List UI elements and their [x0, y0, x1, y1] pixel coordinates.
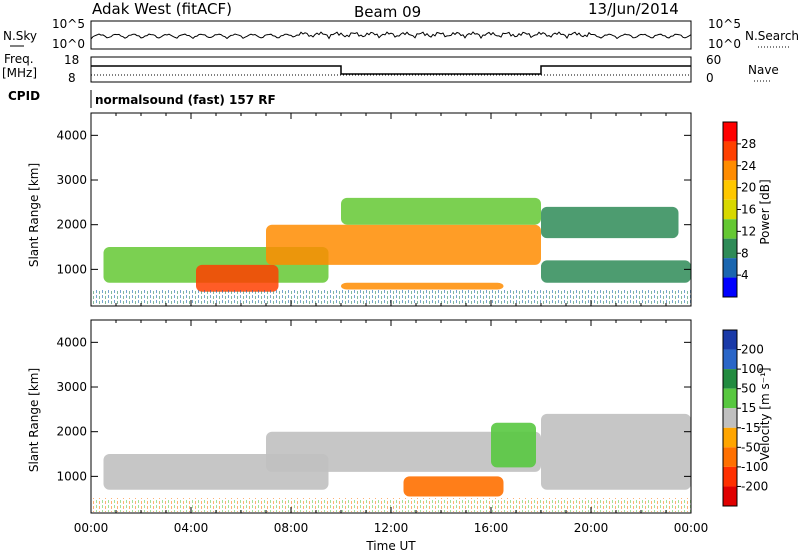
power-region — [541, 206, 679, 239]
nsky-trace — [90, 31, 692, 40]
colorbar-tick-label: 24 — [741, 159, 756, 173]
velocity-ylabel: Slant Range [km] — [27, 368, 41, 472]
x-tick-label: 20:00 — [574, 521, 609, 535]
colorbar-tick-label: 15 — [741, 401, 756, 415]
nsearch-label: N.Search — [745, 29, 799, 43]
nave-label: Nave — [748, 63, 779, 77]
nsky-tick-max: 10^5 — [52, 17, 85, 31]
power-ylabel: Slant Range [km] — [27, 163, 41, 267]
colorbar-segment — [723, 447, 737, 467]
y-tick-label: 3000 — [56, 380, 87, 394]
date-title: 13/Jun/2014 — [588, 0, 679, 18]
colorbar-tick-label: 16 — [741, 203, 756, 217]
nave-tick-min: 0 — [706, 71, 714, 85]
cpid-label: CPID — [8, 89, 40, 103]
power-region — [541, 260, 691, 283]
x-tick-label: 04:00 — [174, 521, 209, 535]
x-tick-label: 12:00 — [374, 521, 409, 535]
freq-unit: [MHz] — [2, 66, 37, 80]
colorbar-tick-label: -200 — [741, 479, 768, 493]
y-tick-label: 2000 — [56, 425, 87, 439]
velocity-noise — [91, 498, 691, 512]
nsearch-tick-max: 10^5 — [708, 17, 741, 31]
colorbar-segment — [723, 180, 737, 200]
colorbar-tick-label: 20 — [741, 181, 756, 195]
colorbar-tick-label: 200 — [741, 343, 764, 357]
x-tick-label: 00:00 — [674, 521, 709, 535]
velocity-cbar-label: Velocity [m s⁻¹] — [758, 367, 772, 460]
nsky-line — [90, 31, 692, 40]
colorbar-segment — [723, 486, 737, 506]
colorbar-segment — [723, 141, 737, 161]
velocity-panel — [90, 319, 692, 514]
velocity-region — [403, 476, 504, 497]
freq-panel — [90, 56, 692, 83]
nsearch-tick-min: 10^0 — [708, 37, 741, 51]
colorbar-tick-label: 4 — [741, 268, 749, 282]
freq-tick-max: 18 — [64, 53, 79, 67]
colorbar-segment — [723, 199, 737, 220]
colorbar-segment — [723, 219, 737, 239]
colorbar-segment — [723, 427, 737, 448]
power-region — [341, 282, 504, 290]
colorbar-tick-label: 8 — [741, 246, 749, 260]
cpid-text: normalsound (fast) 157 RF — [95, 93, 276, 107]
colorbar-segment — [723, 349, 737, 370]
y-tick-label: 1000 — [56, 262, 87, 276]
power-noise — [91, 290, 691, 304]
colorbar-segment — [723, 238, 737, 259]
axes: 1000 2000 3000 4000 1000 2000 3000 4000 00:00 04:… — [56, 113, 708, 535]
nsky-label: N.Sky — [3, 29, 37, 43]
colorbar-segment — [723, 330, 737, 350]
power-region — [196, 264, 279, 292]
colorbar-tick-label: 100 — [741, 362, 764, 376]
colorbar-tick-label: -50 — [741, 440, 761, 454]
station-title: Adak West (fitACF) — [92, 0, 232, 18]
colorbar-segment — [723, 466, 737, 487]
colorbar-tick-label: 50 — [741, 382, 756, 396]
power-colorbar: 28 24 20 16 12 8 4 — [722, 121, 756, 298]
power-panel — [90, 112, 692, 307]
colorbar-tick-label: 12 — [741, 224, 756, 238]
colorbar-segment — [723, 122, 737, 142]
colorbar-segment — [723, 408, 737, 428]
nsky-tick-min: 10^0 — [52, 37, 85, 51]
time-xlabel: Time UT — [365, 539, 416, 553]
velocity-colorbar: 200 100 50 15 -15 -50 -100 -200 — [722, 329, 768, 507]
freq-label: Freq. — [4, 52, 34, 66]
freq-tick-min: 8 — [68, 71, 76, 85]
y-tick-label: 4000 — [56, 335, 87, 349]
y-tick-label: 4000 — [56, 128, 87, 142]
x-tick-label: 08:00 — [274, 521, 309, 535]
beam-title: Beam 09 — [354, 3, 421, 21]
y-tick-label: 1000 — [56, 469, 87, 483]
frequency-trace — [91, 65, 691, 75]
colorbar-segment — [723, 258, 737, 278]
power-region — [266, 224, 541, 265]
power-region — [341, 197, 541, 225]
colorbar-tick-label: -15 — [741, 421, 761, 435]
y-tick-label: 3000 — [56, 173, 87, 187]
y-tick-label: 2000 — [56, 218, 87, 232]
power-cbar-label: Power [dB] — [758, 179, 772, 244]
velocity-region — [491, 422, 536, 468]
colorbar-segment — [723, 369, 737, 389]
colorbar-frame — [722, 329, 738, 507]
velocity-region — [266, 431, 541, 472]
nave-tick-max: 60 — [706, 53, 721, 67]
velocity-region — [541, 413, 691, 490]
colorbar-tick-label: -100 — [741, 460, 768, 474]
colorbar-segment — [723, 388, 737, 409]
x-tick-label: 00:00 — [74, 521, 109, 535]
x-tick-label: 16:00 — [474, 521, 509, 535]
colorbar-segment — [723, 277, 737, 297]
power-regions — [103, 197, 691, 292]
velocity-regions — [103, 413, 691, 497]
colorbar-segment — [723, 160, 737, 181]
colorbar-tick-label: 28 — [741, 137, 756, 151]
